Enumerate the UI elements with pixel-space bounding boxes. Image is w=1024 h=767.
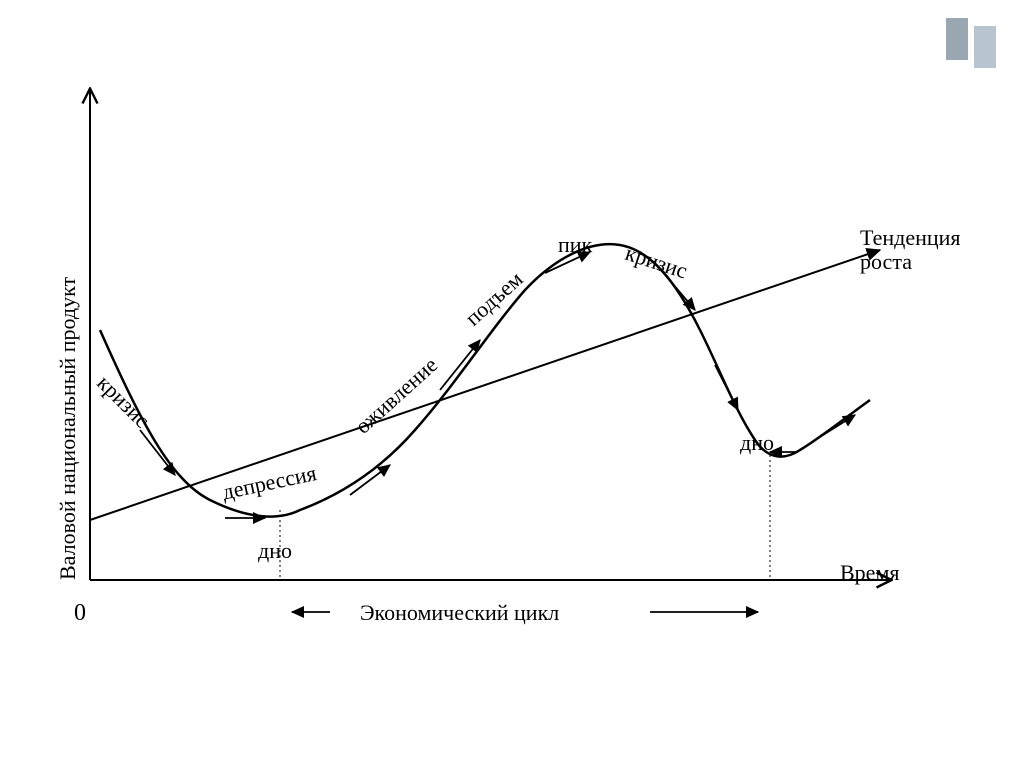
phase-peak: пик <box>558 232 592 258</box>
x-axis-label: Время <box>840 560 899 586</box>
diagram-wrap: Валовой национальный продукт 0 Время Тен… <box>0 0 1024 767</box>
economic-cycle-diagram <box>0 0 1024 767</box>
cycle-label: Экономический цикл <box>360 600 559 626</box>
cycle-curve <box>100 244 870 516</box>
y-axis-label: Валовой национальный продукт <box>55 277 81 580</box>
origin-label: 0 <box>74 600 86 627</box>
trend-label-text: Тенденцияроста <box>860 225 961 274</box>
trend-label: Тенденцияроста <box>860 226 961 274</box>
phase-dno1: дно <box>258 538 292 564</box>
phase-dno2: дно <box>740 430 774 456</box>
